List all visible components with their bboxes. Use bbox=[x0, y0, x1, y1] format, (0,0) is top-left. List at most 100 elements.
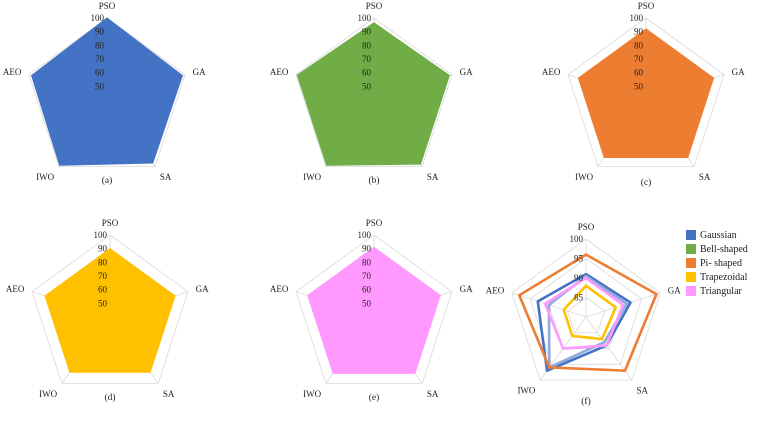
radar-panel-2: 50 60 70 80 90 100 PSO GA SA IWO AEO (b) bbox=[270, 1, 473, 186]
tick-label: 50 bbox=[95, 81, 105, 91]
legend-item-triangular: Triangular bbox=[686, 284, 760, 298]
tick-label: 50 bbox=[362, 81, 372, 91]
axis-label-sa: SA bbox=[637, 386, 649, 396]
tick-label: 60 bbox=[95, 68, 105, 78]
panel-label: (c) bbox=[641, 177, 652, 188]
series-line-trapezoidal bbox=[562, 284, 617, 341]
grid-ring bbox=[511, 238, 661, 381]
grid-ring bbox=[529, 258, 643, 365]
tick-label: 85 bbox=[574, 293, 584, 303]
axis-label-sa: SA bbox=[699, 172, 711, 182]
axis-label-ga: GA bbox=[193, 67, 206, 77]
axis-label-pso: PSO bbox=[99, 1, 116, 11]
tick-label: 100 bbox=[91, 13, 105, 23]
radar-panel-3: 50 60 70 80 90 100 PSO GA SA IWO AEO (c) bbox=[542, 1, 745, 188]
radar-panel-5: 50 60 70 80 90 100 PSO GA SA IWO AEO (e) bbox=[270, 218, 473, 403]
legend-item-bell-shaped: Bell-shaped bbox=[686, 242, 760, 256]
series-line-triangular bbox=[543, 276, 625, 350]
panel-label: (b) bbox=[368, 175, 379, 186]
tick-label: 90 bbox=[362, 27, 372, 37]
axis-label-aeo: AEO bbox=[3, 67, 22, 77]
panel-label: (d) bbox=[104, 392, 115, 403]
series-line-pi-shaped bbox=[517, 253, 658, 372]
tick-label: 60 bbox=[634, 68, 644, 78]
legend-item-gaussian: Gaussian bbox=[686, 228, 760, 242]
series-area-bell-shaped bbox=[296, 22, 450, 166]
legend-swatch bbox=[686, 272, 696, 282]
tick-label: 80 bbox=[362, 40, 372, 50]
grid-ring bbox=[31, 234, 189, 384]
tick-label: 60 bbox=[362, 68, 372, 78]
legend-swatch bbox=[686, 286, 696, 296]
tick-label: 100 bbox=[358, 230, 372, 240]
axis-label-sa: SA bbox=[427, 389, 439, 399]
axis-label-aeo: AEO bbox=[542, 67, 561, 77]
tick-label: 50 bbox=[362, 298, 372, 308]
tick-label: 60 bbox=[98, 285, 108, 295]
axis-label-pso: PSO bbox=[102, 218, 119, 228]
axis-label-iwo: IWO bbox=[303, 172, 321, 182]
axis-label-ga: GA bbox=[668, 285, 681, 295]
axis-label-aeo: AEO bbox=[486, 285, 505, 295]
tick-label: 90 bbox=[95, 27, 105, 37]
axis-label-iwo: IWO bbox=[575, 172, 593, 182]
axis-label-iwo: IWO bbox=[303, 389, 321, 399]
series-area-trapezoidal bbox=[44, 248, 176, 373]
tick-label: 100 bbox=[358, 13, 372, 23]
tick-label: 100 bbox=[94, 230, 108, 240]
tick-label: 100 bbox=[570, 234, 584, 244]
tick-label: 80 bbox=[95, 40, 105, 50]
tick-label: 95 bbox=[574, 254, 584, 264]
panel-label: (f) bbox=[581, 396, 591, 407]
legend-label: Bell-shaped bbox=[700, 243, 748, 255]
series-line-bell-shaped bbox=[547, 274, 629, 369]
series-line-gaussian bbox=[536, 272, 632, 372]
radar-panel-6: 85 90 95 100 PSO GA SA IWO AEO (f) bbox=[486, 222, 682, 407]
axis-label-sa: SA bbox=[427, 172, 439, 182]
grid-ring bbox=[295, 234, 453, 384]
tick-label: 70 bbox=[362, 54, 372, 64]
tick-label: 100 bbox=[630, 13, 644, 23]
series-area-pi-shaped bbox=[577, 28, 715, 158]
tick-label: 80 bbox=[362, 257, 372, 267]
tick-label: 70 bbox=[634, 54, 644, 64]
legend-label: Triangular bbox=[700, 285, 742, 297]
grid-ring bbox=[567, 17, 725, 167]
axis-label-pso: PSO bbox=[366, 218, 383, 228]
legend-label: Trapezoidal bbox=[700, 271, 748, 283]
grid-ring bbox=[295, 17, 453, 167]
tick-label: 50 bbox=[98, 298, 108, 308]
tick-label: 70 bbox=[95, 54, 105, 64]
axis-label-aeo: AEO bbox=[270, 67, 289, 77]
radar-panel-1: 50 60 70 80 90 100 PSO GA SA IWO AEO (a) bbox=[3, 1, 206, 186]
tick-label: 70 bbox=[362, 271, 372, 281]
tick-label: 90 bbox=[634, 27, 644, 37]
legend-item-trapezoidal: Trapezoidal bbox=[686, 270, 760, 284]
axis-label-iwo: IWO bbox=[517, 386, 535, 396]
tick-label: 50 bbox=[634, 81, 644, 91]
tick-label: 80 bbox=[634, 40, 644, 50]
axis-label-ga: GA bbox=[732, 67, 745, 77]
tick-label: 70 bbox=[98, 271, 108, 281]
legend-label: Pi- shaped bbox=[700, 257, 742, 269]
tick-label: 90 bbox=[362, 244, 372, 254]
axis-label-aeo: AEO bbox=[270, 284, 289, 294]
axis-label-sa: SA bbox=[160, 172, 172, 182]
series-area-gaussian bbox=[31, 17, 183, 166]
legend: Gaussian Bell-shaped Pi- shaped Trapezoi… bbox=[686, 228, 760, 298]
grid-ring bbox=[566, 297, 606, 334]
axis-label-iwo: IWO bbox=[39, 389, 57, 399]
axis-label-pso: PSO bbox=[638, 1, 655, 11]
panel-label: (a) bbox=[102, 175, 113, 186]
axis-label-iwo: IWO bbox=[36, 172, 54, 182]
tick-label: 60 bbox=[362, 285, 372, 295]
tick-label: 90 bbox=[574, 273, 584, 283]
axis-label-ga: GA bbox=[196, 284, 209, 294]
axis-label-aeo: AEO bbox=[6, 284, 25, 294]
legend-swatch bbox=[686, 258, 696, 268]
legend-label: Gaussian bbox=[700, 229, 737, 241]
legend-swatch bbox=[686, 230, 696, 240]
axis-label-ga: GA bbox=[460, 67, 473, 77]
axis-label-pso: PSO bbox=[578, 222, 595, 232]
